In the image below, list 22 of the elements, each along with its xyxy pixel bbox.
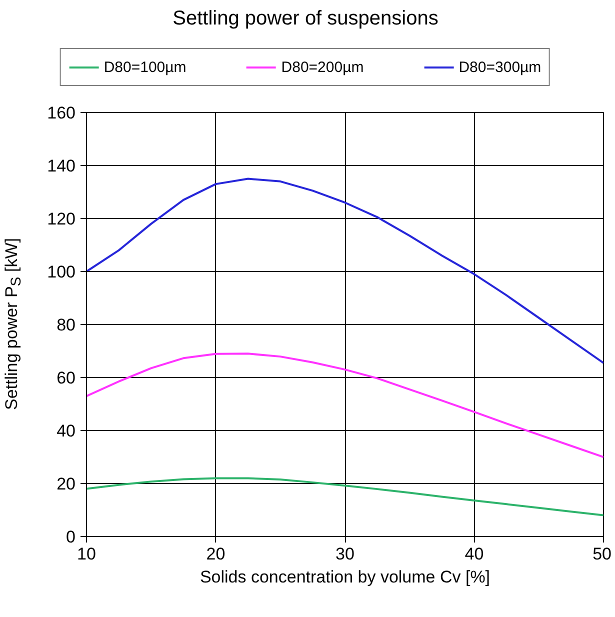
x-axis-title: Solids concentration by volume Cv [%] <box>200 568 490 586</box>
y-tick-label: 140 <box>47 156 76 176</box>
y-tick-label: 160 <box>47 104 76 122</box>
line-series <box>86 477 604 516</box>
y-tick-label: 40 <box>56 422 76 440</box>
y-tick-label: 0 <box>66 528 76 546</box>
x-tick-label: 20 <box>206 544 226 564</box>
x-tick-label: 10 <box>77 544 96 564</box>
chart-title: Settling power of suspensions <box>172 8 438 30</box>
y-tick-label: 120 <box>47 210 76 228</box>
y-tick-label: 80 <box>56 316 76 334</box>
legend-label: D80=300µm <box>458 58 542 76</box>
y-tick-label: 100 <box>47 262 76 282</box>
x-tick-label: 40 <box>464 544 484 564</box>
x-tick-label: 50 <box>592 544 612 564</box>
x-tick-label: 30 <box>336 544 354 564</box>
y-tick-label: 60 <box>56 368 76 388</box>
legend-label: D80=100µm <box>104 58 186 76</box>
y-tick-label: 20 <box>56 474 76 494</box>
line-series <box>86 178 604 364</box>
legend-label: D80=200µm <box>281 58 364 76</box>
line-series <box>86 352 604 458</box>
